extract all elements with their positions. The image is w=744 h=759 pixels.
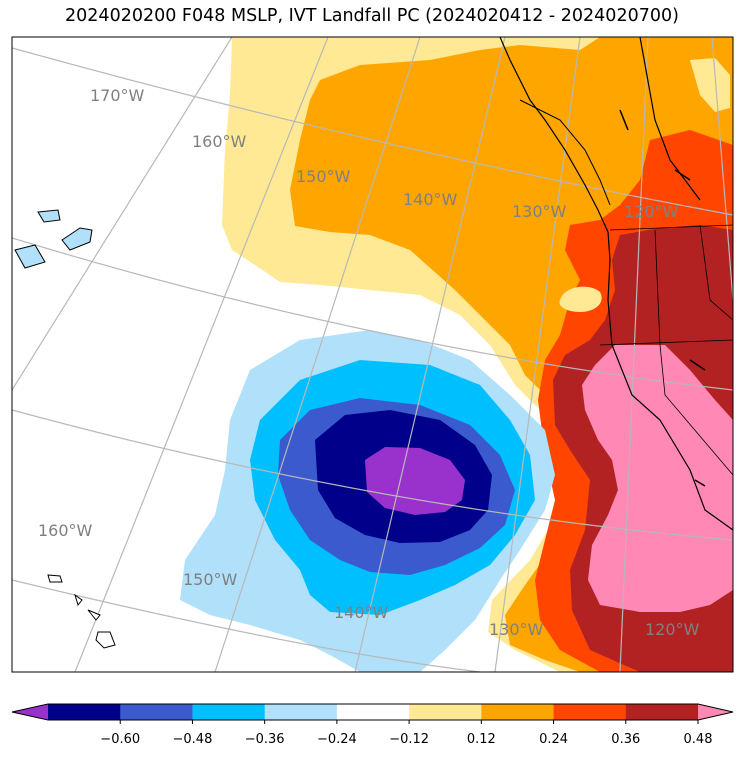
colorbar: −0.60 −0.48 −0.36 −0.24 −0.12 0.12 0.24 0.36 0.4… <box>11 703 734 747</box>
colorbar-swatch <box>264 704 338 720</box>
field-positive-060 <box>582 345 733 612</box>
colorbar-ticks: −0.60 −0.48 −0.36 −0.24 −0.12 0.12 0.24 0.36 0.4… <box>100 720 713 747</box>
coastlines <box>499 37 733 531</box>
colorbar-swatch <box>48 704 121 720</box>
lon-labels: 170°W 160°W 150°W 140°W 130°W 120°W 160°… <box>38 86 700 639</box>
colorbar-swatch <box>120 704 193 720</box>
lon-label: 170°W <box>90 86 145 105</box>
islands <box>14 209 116 649</box>
colorbar-swatches <box>12 704 733 720</box>
map-field <box>12 37 733 672</box>
lon-label: 150°W <box>183 570 238 589</box>
colorbar-swatch <box>192 704 266 720</box>
colorbar-tick-label: −0.12 <box>389 732 429 747</box>
map-frame <box>11 36 734 673</box>
colorbar-swatch <box>553 704 627 720</box>
lon-label: 140°W <box>334 603 389 622</box>
colorbar-tick-label: 0.48 <box>684 732 713 747</box>
colorbar-tick-label: 0.24 <box>539 732 568 747</box>
colorbar-swatch <box>409 704 482 720</box>
lon-label: 140°W <box>403 190 458 209</box>
colorbar-tick-label: −0.24 <box>317 732 357 747</box>
colorbar-swatch <box>336 704 410 720</box>
colorbar-tick-label: −0.36 <box>245 732 285 747</box>
lon-label: 160°W <box>192 132 247 151</box>
colorbar-extend-high <box>698 704 733 720</box>
colorbar-tick-label: 0.36 <box>611 732 640 747</box>
graticule <box>12 37 733 672</box>
lon-label: 120°W <box>645 620 700 639</box>
field-negative-060 <box>365 447 465 515</box>
colorbar-swatch <box>481 704 555 720</box>
lon-label: 130°W <box>489 620 544 639</box>
lon-label: 150°W <box>296 167 351 186</box>
colorbar-tick-label: −0.48 <box>173 732 213 747</box>
figure-title: 2024020200 F048 MSLP, IVT Landfall PC (2… <box>65 6 679 26</box>
field-positive-pale-spot <box>559 286 602 312</box>
colorbar-tick-label: −0.60 <box>100 732 140 747</box>
colorbar-tick-label: 0.12 <box>467 732 496 747</box>
colorbar-swatch <box>625 704 699 720</box>
lon-label: 120°W <box>624 202 679 221</box>
colorbar-extend-low <box>12 704 48 720</box>
lon-label: 160°W <box>38 521 93 540</box>
field-positive-pale-band <box>690 58 730 112</box>
lon-label: 130°W <box>512 202 567 221</box>
